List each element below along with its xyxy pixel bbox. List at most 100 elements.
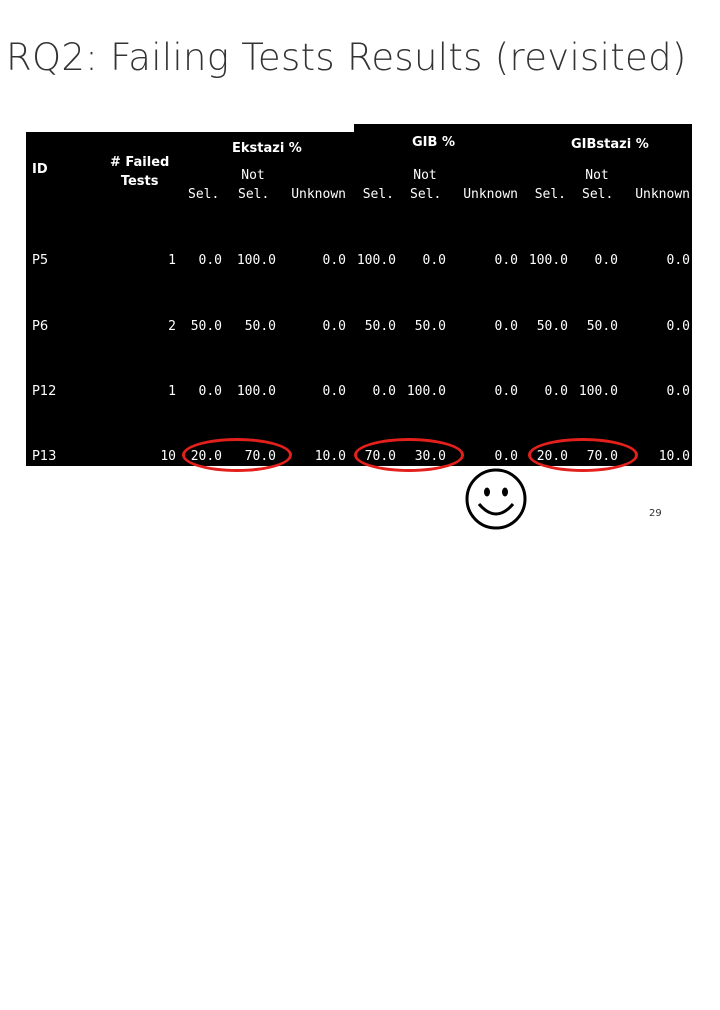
cell: 10.0: [658, 448, 690, 464]
cell: 0.0: [494, 969, 518, 985]
cell: 64.6: [536, 969, 568, 985]
cell: 7: [168, 578, 176, 594]
cell: 50.0: [190, 318, 222, 334]
cell: 27.1: [414, 969, 446, 985]
cell: 0.0: [666, 904, 690, 920]
table-row: P21: [32, 904, 57, 920]
cell: 5: [168, 643, 176, 659]
cell: 60.0: [244, 643, 276, 659]
subheader-gib-unknown: Unknown: [463, 187, 518, 202]
cell: 1: [168, 383, 176, 399]
cell: 100.0: [236, 774, 276, 790]
cell: 50.0: [190, 904, 222, 920]
cell: 0.0: [322, 904, 346, 920]
cell: 0.0: [322, 383, 346, 399]
header-ekstazi: Ekstazi %: [232, 141, 302, 156]
cell: 100.0: [406, 383, 446, 399]
cell: 100.0: [406, 643, 446, 659]
header-gib: GIB %: [412, 135, 455, 150]
column-ekstazi-sel: 0.0 50.0 0.0 20.0 100.0 57.1 20.0 0.0 0.…: [176, 207, 222, 1010]
cell: 100.0: [236, 383, 276, 399]
cell: 0.0: [666, 513, 690, 529]
highlight-ellipse-gibstazi: [528, 438, 638, 472]
table-row: P6: [32, 318, 49, 334]
cell: 50.0: [244, 904, 276, 920]
table-row: P19: [32, 774, 57, 790]
cell: 57.1: [190, 578, 222, 594]
cell: 0.0: [494, 383, 518, 399]
cell: 69.8: [190, 969, 222, 985]
cell: 0.0: [494, 253, 518, 269]
cell: 7: [168, 709, 176, 725]
cell: 10.0: [314, 448, 346, 464]
cell: 1: [168, 774, 176, 790]
cell: 0.0: [494, 318, 518, 334]
cell: 3.1: [666, 969, 690, 985]
cell: 0.0: [666, 709, 690, 725]
cell: 47: [160, 513, 176, 529]
cell: 50.0: [586, 318, 618, 334]
subheader-ek-unknown: Unknown: [291, 187, 346, 202]
cell: 15.4: [658, 839, 690, 855]
column-gibstazi-unknown: 0.0 0.0 0.0 10.0 0.0 0.0 0.0 0.0 0.0 15.…: [632, 207, 690, 1010]
subheader-gs-sel: Sel.: [534, 187, 566, 202]
cell: 28.6: [414, 578, 446, 594]
cell: 50.0: [364, 318, 396, 334]
cell: 0.0: [422, 253, 446, 269]
cell: 0.0: [666, 383, 690, 399]
cell: 0.0: [372, 774, 396, 790]
table-row: P14: [32, 513, 57, 529]
cell: 100.0: [406, 709, 446, 725]
cell: 50.0: [536, 904, 568, 920]
cell: 100.0: [528, 513, 568, 529]
cell: 100.0: [578, 643, 618, 659]
cell: 0.0: [666, 774, 690, 790]
column-ekstazi-notsel: 100.0 50.0 100.0 70.0 0.0 42.9 60.0 14.3…: [222, 207, 276, 1010]
column-ekstazi-unknown: 0.0 0.0 0.0 10.0 0.0 0.0 20.0 85.7 0.0 1…: [290, 207, 346, 1010]
cell: 0.0: [372, 643, 396, 659]
subheader-gs-unknown: Unknown: [635, 187, 690, 202]
cell: 0.0: [666, 643, 690, 659]
subheader-ek-notsel: Not Sel.: [238, 168, 270, 202]
cell: 84.6: [190, 839, 222, 855]
cell: 0.0: [322, 318, 346, 334]
cell: 0.0: [544, 383, 568, 399]
cell: 0.0: [666, 578, 690, 594]
cell: 2: [168, 904, 176, 920]
cell: 20.0: [314, 643, 346, 659]
cell: 0.0: [422, 513, 446, 529]
cell: 0.0: [494, 448, 518, 464]
header-failed-tests: # Failed Tests: [110, 155, 170, 189]
subheader-gib-sel: Sel.: [362, 187, 394, 202]
cell: 100.0: [406, 774, 446, 790]
subheader-ek-sel: Sel.: [188, 187, 220, 202]
cell: 42.9: [244, 578, 276, 594]
cell: 100.0: [356, 513, 396, 529]
cell: 0.0: [594, 253, 618, 269]
cell: 10: [160, 448, 176, 464]
column-gib-notsel: 0.0 50.0 100.0 30.0 0.0 28.6 100.0 100.0…: [396, 207, 446, 1010]
cell: 100.0: [578, 383, 618, 399]
cell: 100.0: [528, 253, 568, 269]
cell: 100.0: [236, 253, 276, 269]
cell: 50.0: [586, 904, 618, 920]
header-id: ID: [32, 162, 48, 177]
cell: 50.0: [244, 318, 276, 334]
cell: 0.0: [372, 709, 396, 725]
cell: 10.4: [314, 969, 346, 985]
cell: 0.0: [198, 774, 222, 790]
column-gibstazi-sel: 100.0 50.0 0.0 20.0 100.0 71.4 0.0 0.0 0…: [518, 207, 568, 1010]
table-row: P20: [32, 839, 57, 855]
subheader-gs-notsel: Not Sel.: [582, 168, 614, 202]
highlight-ellipse-gib: [354, 438, 464, 472]
cell: 0.0: [322, 253, 346, 269]
cell: 0.0: [198, 253, 222, 269]
cell: 0.0: [494, 774, 518, 790]
cell: 0.0: [322, 578, 346, 594]
cell: 0.0: [494, 839, 518, 855]
cell: 19.8: [244, 969, 276, 985]
cell: 50.0: [414, 318, 446, 334]
table-row: SUM/AVG: [32, 969, 93, 985]
cell: 0.0: [494, 578, 518, 594]
cell: 85.7: [314, 709, 346, 725]
